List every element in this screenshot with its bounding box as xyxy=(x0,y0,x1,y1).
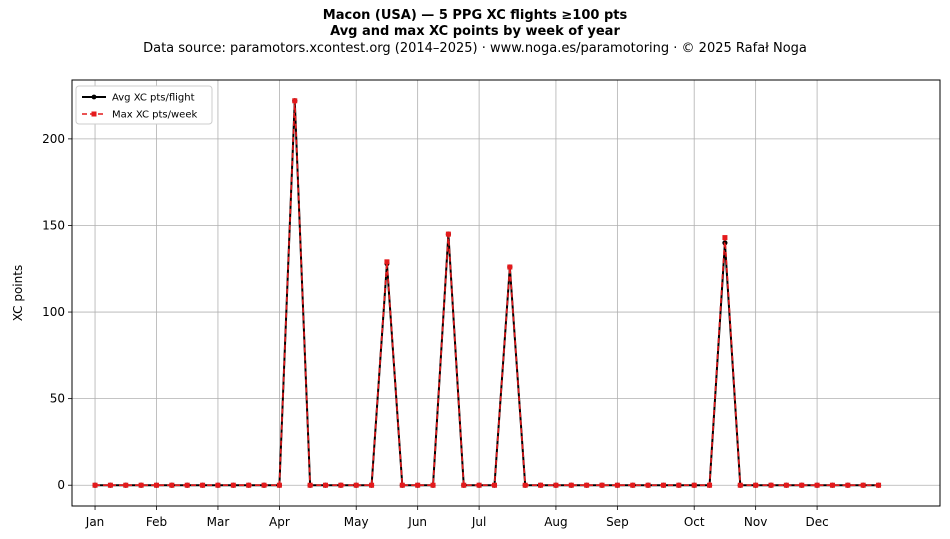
point-max xyxy=(491,482,497,488)
point-max xyxy=(322,482,328,488)
point-max xyxy=(246,482,252,488)
point-max xyxy=(660,482,666,488)
point-max xyxy=(584,482,590,488)
point-max xyxy=(261,482,267,488)
point-max xyxy=(614,482,620,488)
legend: Avg XC pts/flight Max XC pts/week xyxy=(75,85,213,125)
point-max xyxy=(92,482,98,488)
x-tick-label: Aug xyxy=(544,515,567,529)
point-max xyxy=(814,482,820,488)
x-tick-label: May xyxy=(344,515,369,529)
legend-swatch-marker xyxy=(91,111,97,117)
point-max xyxy=(599,482,605,488)
point-max xyxy=(876,482,882,488)
point-max xyxy=(553,482,559,488)
plot-frame xyxy=(71,79,941,507)
point-max xyxy=(138,482,144,488)
x-tick-label: Jan xyxy=(85,515,105,529)
chart-title: Macon (USA) — 5 PPG XC flights ≥100 pts xyxy=(322,8,628,23)
point-max xyxy=(737,482,743,488)
point-max xyxy=(445,231,451,237)
point-max xyxy=(230,482,236,488)
x-tick-label: Oct xyxy=(684,515,705,529)
legend-swatch-marker xyxy=(91,94,97,100)
point-max xyxy=(153,482,159,488)
y-tick-label: 50 xyxy=(50,392,65,406)
point-max xyxy=(538,482,544,488)
legend-box xyxy=(75,85,213,125)
point-max xyxy=(522,482,528,488)
x-tick-label: Feb xyxy=(146,515,167,529)
point-max xyxy=(399,482,405,488)
chart-source-line: Data source: paramotors.xcontest.org (20… xyxy=(143,41,807,56)
point-max xyxy=(123,482,129,488)
point-max xyxy=(461,482,467,488)
point-max xyxy=(415,482,421,488)
y-tick-label: 150 xyxy=(42,218,65,232)
point-max xyxy=(722,235,728,241)
point-max xyxy=(568,482,574,488)
series-line-avg xyxy=(95,99,879,487)
series-line-max xyxy=(95,99,879,487)
point-max xyxy=(200,482,206,488)
point-max xyxy=(307,482,313,488)
point-max xyxy=(645,482,651,488)
x-tick-label: Dec xyxy=(805,515,828,529)
point-max xyxy=(829,482,835,488)
point-max xyxy=(215,482,221,488)
x-tick-label: Jul xyxy=(471,515,486,529)
point-max xyxy=(707,482,713,488)
x-tick-label: Jun xyxy=(407,515,427,529)
x-tick-label: Nov xyxy=(744,515,767,529)
point-max xyxy=(369,482,375,488)
point-max xyxy=(799,482,805,488)
point-max xyxy=(384,259,390,265)
chart-subtitle: Avg and max XC points by week of year xyxy=(330,24,620,39)
point-max xyxy=(676,482,682,488)
point-max xyxy=(630,482,636,488)
legend-label: Avg XC pts/flight xyxy=(112,93,195,104)
point-max xyxy=(107,482,113,488)
point-max xyxy=(753,482,759,488)
point-max xyxy=(507,264,513,270)
point-max xyxy=(476,482,482,488)
point-max xyxy=(169,482,175,488)
point-max xyxy=(845,482,851,488)
series-layer xyxy=(92,98,882,488)
x-tick-label: Apr xyxy=(269,515,290,529)
point-max xyxy=(184,482,190,488)
x-tick-label: Sep xyxy=(606,515,629,529)
y-tick-label: 0 xyxy=(57,478,65,492)
tick-layer: 0 50 100 150 200 Jan Feb Mar Apr May Jun Jul Aug Sep O… xyxy=(42,132,829,529)
y-tick-label: 100 xyxy=(42,305,65,319)
point-max xyxy=(292,98,298,104)
grid-layer xyxy=(72,80,940,506)
legend-label: Max XC pts/week xyxy=(112,110,197,121)
y-axis-label: XC points xyxy=(11,265,25,321)
x-tick-label: Mar xyxy=(207,515,230,529)
point-max xyxy=(338,482,344,488)
point-max xyxy=(276,482,282,488)
point-max xyxy=(691,482,697,488)
point-max xyxy=(783,482,789,488)
point-max xyxy=(353,482,359,488)
y-tick-label: 200 xyxy=(42,132,65,146)
point-max xyxy=(768,482,774,488)
point-max xyxy=(430,482,436,488)
chart-title-block: Macon (USA) — 5 PPG XC flights ≥100 pts … xyxy=(0,8,950,58)
point-max xyxy=(860,482,866,488)
